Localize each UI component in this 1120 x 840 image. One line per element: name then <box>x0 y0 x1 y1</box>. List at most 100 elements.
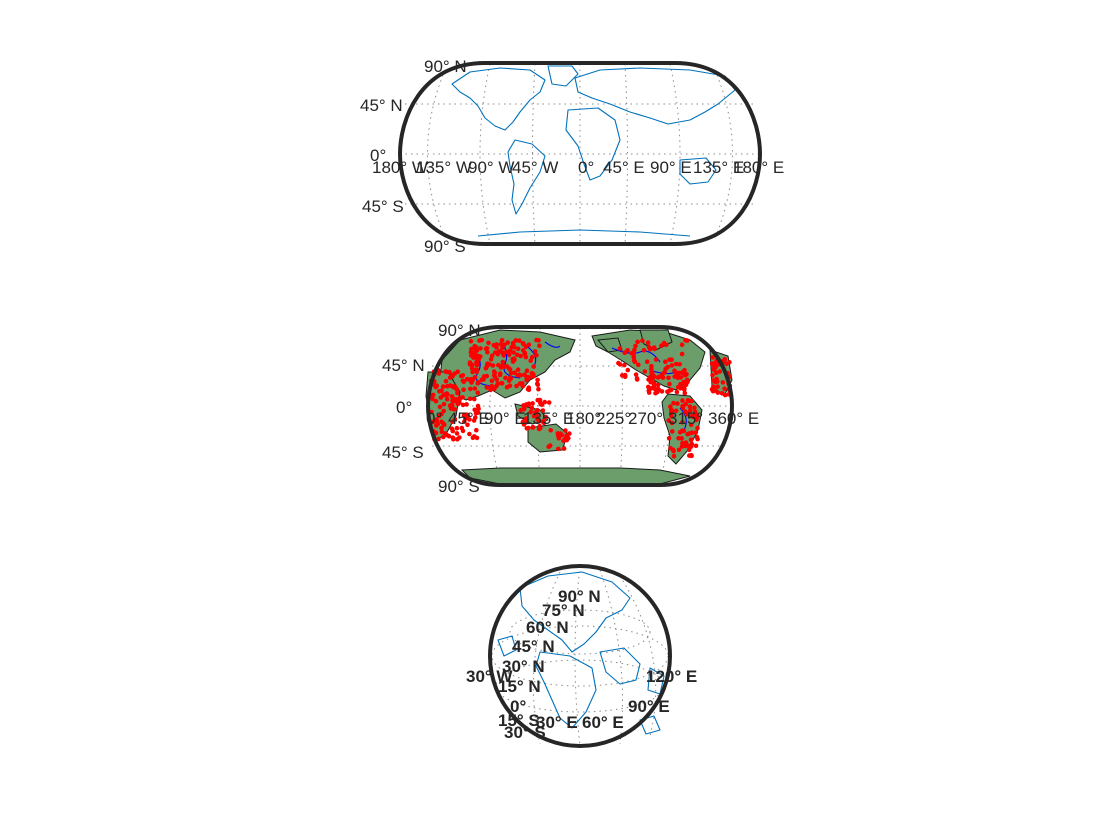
point-marker <box>514 383 519 389</box>
point-marker <box>505 340 511 345</box>
point-marker <box>530 401 535 406</box>
point-marker <box>463 416 468 422</box>
point-marker <box>488 387 493 393</box>
point-marker <box>532 349 538 354</box>
point-marker <box>446 433 452 439</box>
point-marker <box>651 375 656 380</box>
point-marker <box>645 340 651 346</box>
point-marker <box>713 364 718 370</box>
point-marker <box>534 352 539 358</box>
lat-label: 15° S <box>498 711 540 730</box>
point-marker <box>498 342 504 347</box>
point-marker <box>503 375 508 381</box>
lat-label: 75° N <box>542 601 585 620</box>
point-marker <box>685 432 690 437</box>
point-marker <box>548 428 553 433</box>
point-marker <box>684 379 690 385</box>
point-marker <box>502 342 507 348</box>
point-marker <box>477 338 482 343</box>
point-marker <box>531 364 536 369</box>
lat-label: 45° S <box>362 197 404 216</box>
lon-label: 225° <box>596 409 631 428</box>
point-marker <box>679 370 685 376</box>
point-marker <box>437 404 443 410</box>
point-marker <box>454 431 460 436</box>
lon-label: 180° <box>566 409 601 428</box>
point-marker <box>513 338 519 343</box>
point-marker <box>679 444 685 449</box>
point-marker <box>464 402 469 407</box>
point-marker <box>689 452 694 458</box>
lat-label: 0° <box>510 697 526 716</box>
point-marker <box>478 346 483 351</box>
point-marker <box>542 399 548 405</box>
point-marker <box>531 373 536 379</box>
lon-label: 135° E <box>693 158 744 177</box>
point-marker <box>434 423 439 428</box>
point-marker <box>680 403 685 409</box>
point-marker <box>693 430 699 435</box>
point-marker <box>489 383 495 389</box>
point-marker <box>689 441 695 447</box>
point-marker <box>468 338 474 344</box>
point-marker <box>535 382 541 388</box>
point-marker <box>670 429 675 434</box>
point-marker <box>695 425 700 431</box>
point-marker <box>649 363 654 369</box>
point-marker <box>694 417 699 423</box>
longitude-labels: 30° W 30° E 60° E 90° E 120° E <box>466 667 697 732</box>
longitude-labels: 180° W 135° W 90° W 45° W 0° 45° E 90° E… <box>372 158 784 177</box>
point-marker <box>507 367 513 372</box>
point-marker <box>678 375 684 380</box>
point-marker <box>504 384 510 390</box>
point-marker <box>451 437 456 442</box>
point-marker <box>671 400 676 406</box>
point-marker <box>439 425 444 431</box>
point-marker <box>469 346 474 352</box>
point-marker <box>491 342 497 348</box>
point-marker <box>682 390 688 396</box>
point-marker <box>665 389 670 395</box>
point-marker <box>512 370 517 376</box>
point-marker <box>625 367 631 373</box>
lon-label: 30° W <box>466 667 513 686</box>
point-marker <box>663 359 668 365</box>
point-marker <box>641 348 647 353</box>
lat-label: 90° N <box>424 57 467 76</box>
point-marker <box>499 381 505 386</box>
point-marker <box>476 380 481 385</box>
point-marker <box>666 418 671 423</box>
point-marker <box>640 338 645 344</box>
point-marker <box>528 409 533 415</box>
point-marker <box>710 378 716 383</box>
point-marker <box>518 353 523 359</box>
lat-label: 45° S <box>382 443 424 462</box>
lon-label: 90° W <box>468 158 514 177</box>
point-marker <box>445 383 450 389</box>
lon-label: 30° E <box>536 713 578 732</box>
point-marker <box>680 385 686 391</box>
lon-label: 270° <box>628 409 663 428</box>
panel-world-coastlines: 90° N 45° N 0° 45° S 90° S 180° W 135° W… <box>360 57 784 256</box>
point-marker <box>677 362 682 367</box>
lon-label: 180° W <box>372 158 428 177</box>
point-marker <box>617 346 623 351</box>
point-marker <box>484 373 490 379</box>
point-marker <box>512 357 517 363</box>
point-marker <box>657 374 663 379</box>
point-marker <box>461 379 467 385</box>
map-frame <box>397 61 763 246</box>
point-marker <box>649 371 655 376</box>
lat-label: 60° N <box>526 618 569 637</box>
lon-label: 60° E <box>582 713 624 732</box>
point-marker <box>656 387 662 393</box>
point-marker <box>497 372 503 378</box>
point-marker <box>454 387 460 392</box>
point-marker <box>469 362 475 368</box>
lon-label: 90° E <box>484 409 526 428</box>
point-marker <box>710 373 715 378</box>
point-marker <box>437 389 442 394</box>
point-marker <box>524 368 530 374</box>
point-marker <box>688 408 693 413</box>
point-marker <box>443 378 449 384</box>
